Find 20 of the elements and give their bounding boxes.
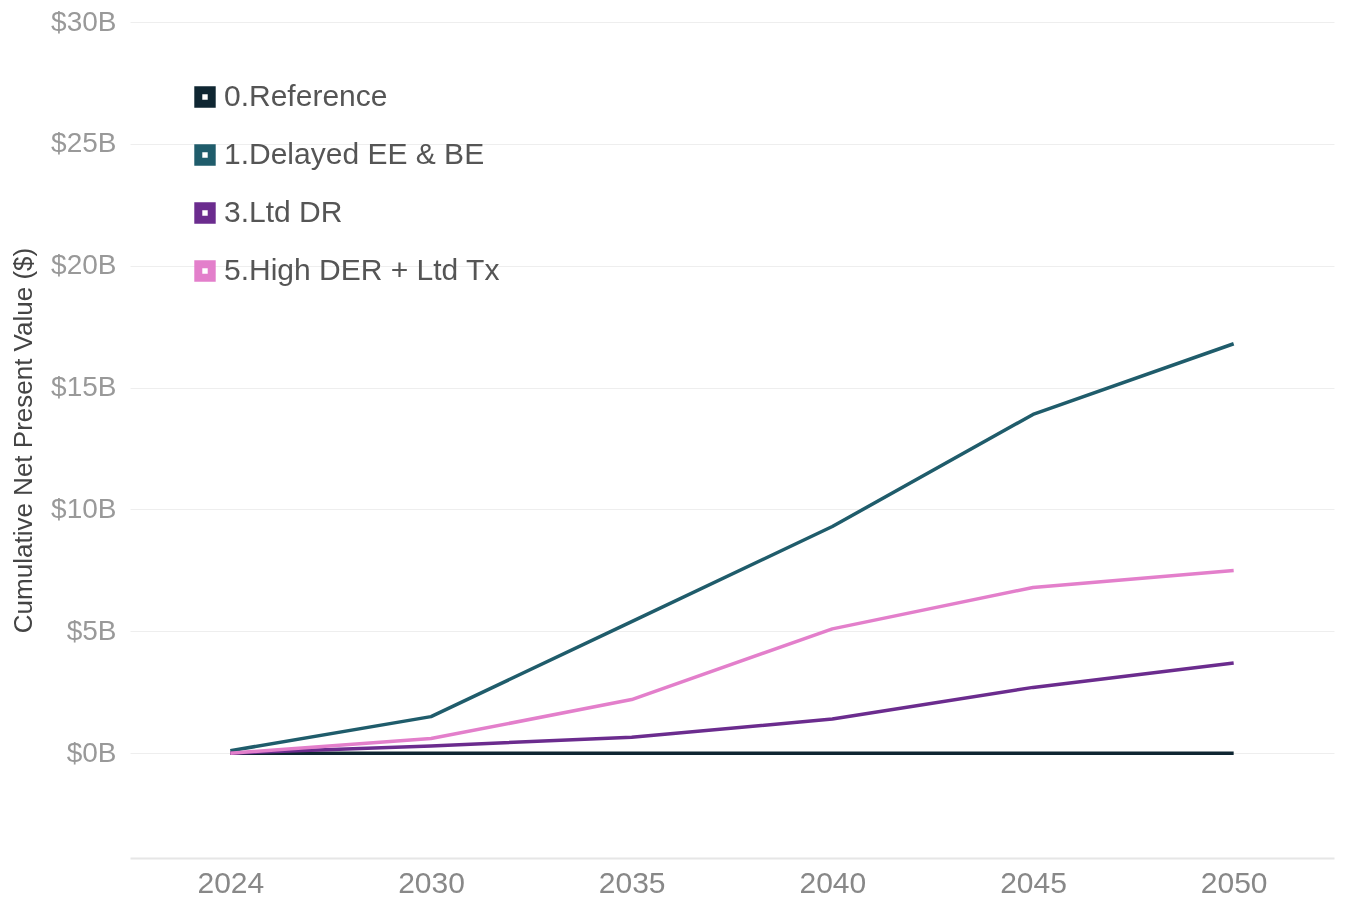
x-tick-label: 2030 (398, 865, 465, 899)
x-tick-label: 2035 (598, 865, 666, 899)
x-tick-label: 2045 (1000, 865, 1067, 899)
legend-label: 5.High DER + Ltd Tx (224, 253, 500, 286)
y-tick-label: $0B (66, 736, 117, 768)
line-series (228, 341, 1236, 753)
x-tick-label: 2024 (197, 865, 265, 899)
y-tick-label: $10B (51, 492, 117, 524)
legend-label: 1.Delayed EE & BE (224, 137, 485, 170)
y-tick-label: $15B (51, 371, 117, 403)
y-tick-label: $30B (51, 5, 117, 37)
y-axis-title: Cumulative Net Present Value ($) (8, 247, 39, 634)
y-tick-label: $5B (66, 614, 117, 646)
x-tick-label: 2040 (799, 865, 867, 899)
y-tick-label: $25B (51, 127, 117, 159)
y-tick-label: $20B (51, 249, 117, 281)
line-series (228, 568, 1236, 755)
legend-label: 3.Ltd DR (224, 195, 343, 228)
legend-label: 0.Reference (224, 79, 388, 112)
x-tick-label: 2050 (1200, 865, 1268, 899)
